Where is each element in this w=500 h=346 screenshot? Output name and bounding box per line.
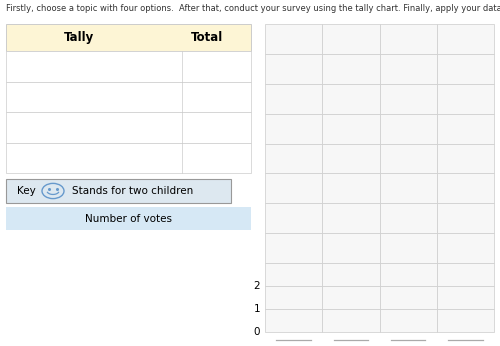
FancyBboxPatch shape xyxy=(6,24,251,51)
FancyBboxPatch shape xyxy=(322,84,380,114)
FancyBboxPatch shape xyxy=(380,24,437,54)
FancyBboxPatch shape xyxy=(437,114,494,144)
FancyBboxPatch shape xyxy=(6,207,251,230)
FancyBboxPatch shape xyxy=(380,286,437,309)
FancyBboxPatch shape xyxy=(380,203,437,233)
FancyBboxPatch shape xyxy=(265,114,322,144)
FancyBboxPatch shape xyxy=(437,263,494,286)
Text: Tally: Tally xyxy=(64,31,94,44)
Text: Stands for two children: Stands for two children xyxy=(72,186,193,196)
FancyBboxPatch shape xyxy=(437,173,494,203)
Text: Total: Total xyxy=(191,31,223,44)
FancyBboxPatch shape xyxy=(265,263,322,286)
FancyBboxPatch shape xyxy=(6,82,251,112)
FancyBboxPatch shape xyxy=(437,309,494,332)
FancyBboxPatch shape xyxy=(322,24,380,54)
Text: 2: 2 xyxy=(254,281,260,291)
FancyBboxPatch shape xyxy=(265,24,322,54)
FancyBboxPatch shape xyxy=(322,144,380,173)
FancyBboxPatch shape xyxy=(380,233,437,263)
FancyBboxPatch shape xyxy=(322,114,380,144)
FancyBboxPatch shape xyxy=(380,54,437,84)
FancyBboxPatch shape xyxy=(322,54,380,84)
FancyBboxPatch shape xyxy=(437,286,494,309)
FancyBboxPatch shape xyxy=(265,203,322,233)
FancyBboxPatch shape xyxy=(437,54,494,84)
FancyBboxPatch shape xyxy=(6,112,251,143)
FancyBboxPatch shape xyxy=(380,309,437,332)
FancyBboxPatch shape xyxy=(380,114,437,144)
FancyBboxPatch shape xyxy=(437,84,494,114)
FancyBboxPatch shape xyxy=(437,203,494,233)
FancyBboxPatch shape xyxy=(265,173,322,203)
FancyBboxPatch shape xyxy=(265,233,322,263)
FancyBboxPatch shape xyxy=(437,24,494,54)
FancyBboxPatch shape xyxy=(322,233,380,263)
FancyBboxPatch shape xyxy=(322,203,380,233)
FancyBboxPatch shape xyxy=(6,179,232,203)
FancyBboxPatch shape xyxy=(265,144,322,173)
Text: 1: 1 xyxy=(254,304,260,314)
Text: Number of votes: Number of votes xyxy=(85,214,172,224)
FancyBboxPatch shape xyxy=(6,143,251,173)
FancyBboxPatch shape xyxy=(380,263,437,286)
FancyBboxPatch shape xyxy=(322,263,380,286)
FancyBboxPatch shape xyxy=(265,286,322,309)
FancyBboxPatch shape xyxy=(437,144,494,173)
Text: Firstly, choose a topic with four options.  After that, conduct your survey usin: Firstly, choose a topic with four option… xyxy=(6,4,500,13)
Text: 0: 0 xyxy=(254,327,260,337)
FancyBboxPatch shape xyxy=(380,144,437,173)
FancyBboxPatch shape xyxy=(265,54,322,84)
FancyBboxPatch shape xyxy=(322,309,380,332)
FancyBboxPatch shape xyxy=(380,173,437,203)
Text: Key: Key xyxy=(17,186,36,196)
FancyBboxPatch shape xyxy=(265,309,322,332)
FancyBboxPatch shape xyxy=(380,84,437,114)
FancyBboxPatch shape xyxy=(322,286,380,309)
FancyBboxPatch shape xyxy=(6,51,251,82)
FancyBboxPatch shape xyxy=(437,233,494,263)
FancyBboxPatch shape xyxy=(322,173,380,203)
FancyBboxPatch shape xyxy=(265,84,322,114)
